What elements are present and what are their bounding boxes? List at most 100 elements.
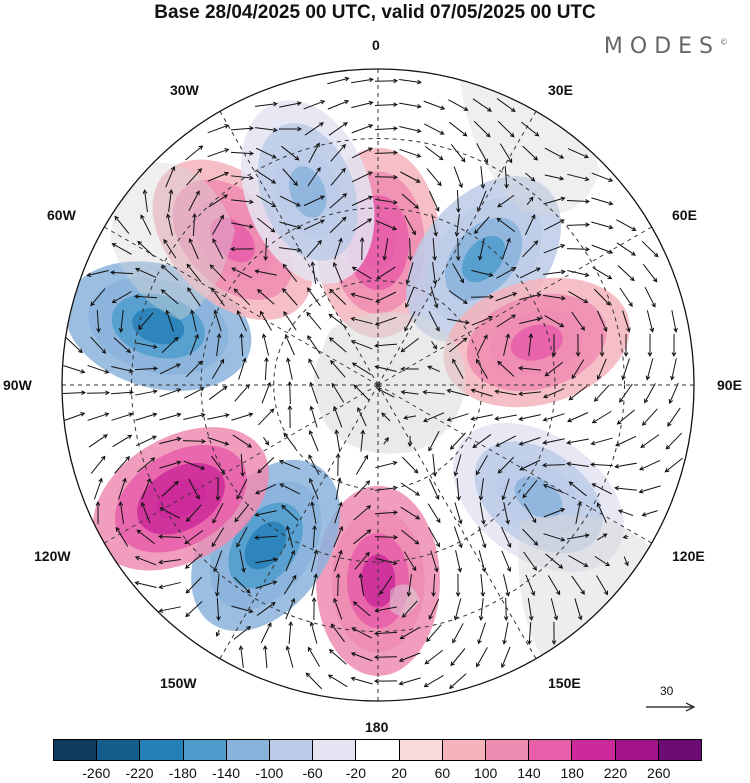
wind-arrow	[231, 175, 254, 181]
wind-arrow	[497, 360, 515, 377]
wind-arrow	[328, 337, 347, 353]
reference-vector-arrow	[646, 702, 696, 712]
wind-arrow	[495, 435, 517, 447]
wind-arrow	[188, 479, 200, 500]
lon-label-120w: 120W	[34, 548, 71, 564]
wind-arrow	[499, 143, 513, 164]
wind-arrow	[374, 174, 399, 180]
wind-arrow	[263, 237, 269, 262]
wind-arrow	[479, 502, 486, 525]
wind-arrow	[357, 406, 367, 427]
wind-vector-field	[62, 76, 683, 690]
colorbar-tick-label: -180	[168, 765, 197, 781]
lon-label-90e: 90E	[717, 377, 742, 393]
wind-arrow	[229, 246, 254, 252]
africa-landmass	[460, 79, 600, 215]
wind-arrow	[240, 453, 245, 478]
wind-arrow	[427, 365, 441, 372]
wind-arrow	[574, 598, 583, 621]
wind-arrow	[159, 412, 182, 421]
wind-arrow	[641, 408, 658, 426]
wind-arrow	[403, 551, 417, 572]
wind-arrow	[446, 413, 469, 422]
wind-arrow	[95, 500, 101, 525]
anomaly-contour	[132, 307, 185, 345]
anomaly-contour	[510, 324, 563, 361]
wind-arrow	[430, 286, 439, 309]
wind-arrow	[503, 502, 510, 525]
wind-arrow	[308, 429, 319, 452]
wind-arrow	[311, 573, 318, 596]
lon-label-150e: 150E	[548, 675, 581, 691]
wind-arrow	[519, 459, 541, 471]
wind-arrow	[596, 358, 607, 381]
wind-arrow	[158, 581, 181, 590]
wind-arrow	[547, 575, 561, 596]
wind-arrow	[328, 313, 348, 329]
colorbar-tick-label: 260	[647, 765, 671, 781]
wind-arrow	[239, 550, 246, 573]
antarctica-landmass	[313, 312, 466, 454]
wind-arrow	[330, 359, 346, 378]
colorbar-swatch	[139, 740, 183, 760]
wind-arrow	[373, 678, 398, 684]
wind-arrow	[404, 311, 416, 332]
wind-arrow	[424, 145, 444, 161]
wind-arrow	[185, 601, 203, 618]
wind-arrow	[455, 237, 461, 262]
wind-arrow	[501, 478, 510, 501]
graticule	[62, 69, 694, 701]
wind-arrow	[525, 574, 536, 597]
wind-arrow	[641, 510, 658, 517]
wind-arrow	[307, 167, 321, 187]
wind-arrow	[525, 172, 536, 182]
wind-arrow	[593, 384, 610, 402]
wind-arrow	[501, 550, 512, 573]
wind-arrow	[184, 553, 203, 569]
wind-arrow	[400, 171, 421, 183]
wind-arrow	[447, 318, 470, 325]
wind-arrow	[279, 247, 302, 253]
wind-arrow	[234, 504, 250, 523]
wind-arrow	[522, 480, 538, 499]
wind-arrow	[664, 457, 683, 473]
wind-arrow	[496, 98, 516, 113]
wind-arrow	[470, 414, 493, 421]
wind-arrow	[188, 237, 199, 260]
wind-arrow	[567, 173, 590, 182]
wind-arrow	[373, 654, 398, 660]
wind-arrow	[497, 120, 515, 138]
wind-arrow	[183, 412, 206, 421]
wind-arrow	[166, 213, 173, 236]
wind-arrow	[596, 575, 609, 596]
wind-arrow	[305, 672, 323, 690]
wind-arrow	[383, 437, 389, 445]
wind-arrow	[494, 414, 517, 421]
wind-arrow	[304, 122, 324, 136]
wind-arrow	[619, 287, 633, 307]
wind-arrow	[351, 195, 373, 206]
wind-arrow	[526, 196, 534, 205]
wind-arrow	[449, 432, 466, 450]
wind-arrow	[567, 148, 589, 159]
wind-arrow	[426, 168, 442, 187]
wind-arrow	[448, 290, 468, 305]
wind-arrow	[543, 196, 566, 205]
wind-arrow	[233, 288, 251, 306]
wind-arrow	[519, 267, 541, 279]
wind-arrow	[519, 292, 542, 301]
wind-arrow	[186, 168, 203, 186]
wind-arrow	[111, 412, 134, 421]
wind-arrow	[261, 333, 270, 356]
colorbar-tick-label: 60	[434, 765, 451, 781]
wind-arrow	[644, 286, 656, 308]
wind-arrow	[208, 194, 229, 208]
lon-label-150w: 150W	[160, 675, 197, 691]
wind-arrow	[542, 413, 565, 422]
wind-arrow	[647, 333, 653, 358]
wind-arrow	[571, 311, 585, 331]
wind-arrow	[308, 454, 320, 476]
wind-arrow	[212, 238, 224, 260]
new-zealand-landmass	[390, 584, 420, 616]
wind-arrow	[399, 627, 420, 640]
